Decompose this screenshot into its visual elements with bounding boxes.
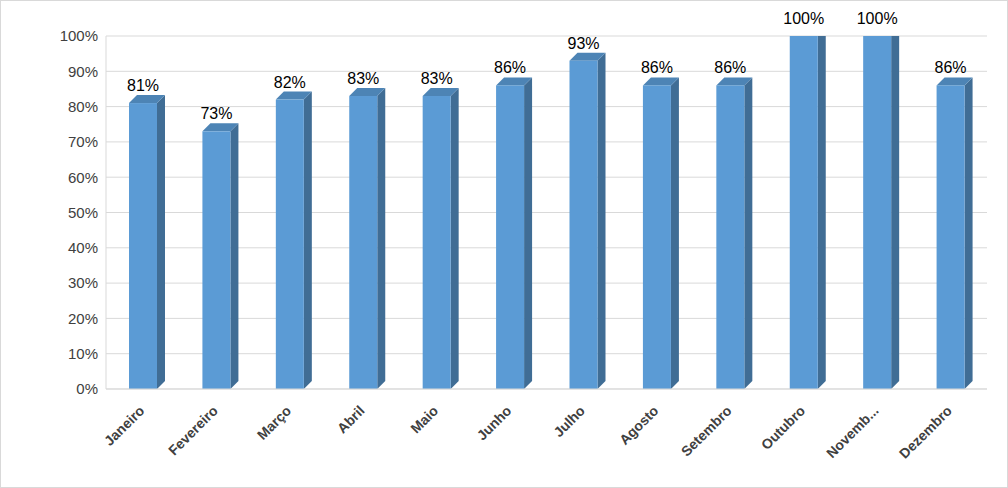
svg-text:90%: 90% bbox=[68, 63, 98, 80]
svg-text:10%: 10% bbox=[68, 345, 98, 362]
svg-text:Setembro: Setembro bbox=[678, 402, 735, 459]
svg-text:80%: 80% bbox=[68, 98, 98, 115]
svg-text:70%: 70% bbox=[68, 133, 98, 150]
svg-text:Março: Março bbox=[254, 402, 294, 442]
svg-text:Novemb...: Novemb... bbox=[823, 402, 882, 461]
svg-text:Maio: Maio bbox=[407, 402, 441, 436]
svg-text:86%: 86% bbox=[494, 59, 526, 76]
svg-text:100%: 100% bbox=[857, 10, 898, 27]
svg-text:82%: 82% bbox=[274, 74, 306, 91]
svg-text:Julho: Julho bbox=[550, 402, 588, 440]
svg-text:40%: 40% bbox=[68, 239, 98, 256]
svg-text:30%: 30% bbox=[68, 274, 98, 291]
svg-text:60%: 60% bbox=[68, 169, 98, 186]
svg-text:Abril: Abril bbox=[334, 402, 368, 436]
svg-text:73%: 73% bbox=[200, 105, 232, 122]
svg-text:Junho: Junho bbox=[474, 402, 515, 443]
svg-text:83%: 83% bbox=[421, 70, 453, 87]
svg-text:86%: 86% bbox=[641, 59, 673, 76]
svg-text:100%: 100% bbox=[60, 27, 98, 44]
svg-text:Janeiro: Janeiro bbox=[101, 402, 148, 449]
svg-text:86%: 86% bbox=[714, 59, 746, 76]
svg-text:Outubro: Outubro bbox=[758, 402, 808, 452]
svg-text:0%: 0% bbox=[76, 380, 98, 397]
svg-text:Dezembro: Dezembro bbox=[896, 402, 955, 461]
svg-text:20%: 20% bbox=[68, 310, 98, 327]
svg-text:86%: 86% bbox=[935, 59, 967, 76]
svg-text:Fevereiro: Fevereiro bbox=[165, 402, 221, 458]
svg-text:Agosto: Agosto bbox=[616, 402, 661, 447]
svg-text:100%: 100% bbox=[783, 10, 824, 27]
svg-text:93%: 93% bbox=[567, 35, 599, 52]
svg-text:81%: 81% bbox=[127, 77, 159, 94]
svg-text:50%: 50% bbox=[68, 204, 98, 221]
svg-text:83%: 83% bbox=[347, 70, 379, 87]
